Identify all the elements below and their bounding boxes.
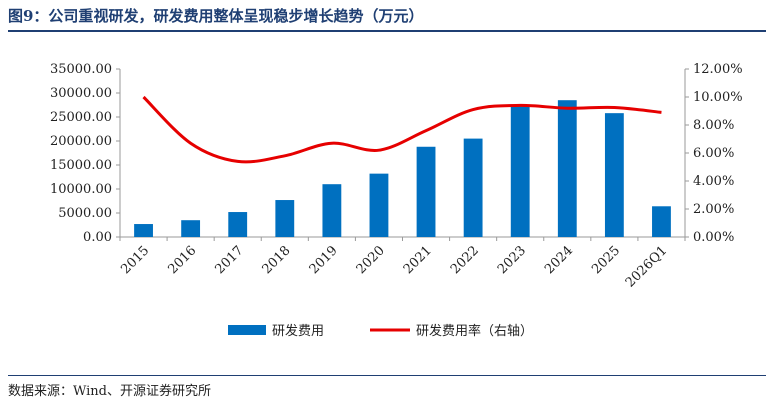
- x-axis-tick-label: 2017: [213, 243, 247, 277]
- left-axis-tick-label: 5000.00: [58, 206, 112, 221]
- x-axis-tick-label: 2024: [542, 243, 576, 277]
- right-axis-tick-label: 0.00%: [693, 230, 734, 245]
- right-axis-tick-label: 4.00%: [693, 174, 734, 189]
- footer-divider: [8, 375, 766, 376]
- bar-research-expense: [416, 146, 436, 237]
- combo-chart: 0.00 5000.00 10000.00 15000.00 20000.00 25000…: [50, 62, 743, 339]
- left-axis-tick-label: 30000.00: [50, 86, 112, 101]
- left-axis-tick-label: 35000.00: [50, 62, 112, 77]
- right-axis-tick-label: 6.00%: [693, 146, 734, 161]
- right-axis-tick-label: 12.00%: [693, 62, 743, 77]
- source-note: 数据来源：Wind、开源证券研究所: [8, 384, 211, 399]
- x-axis-tick-label: 2022: [448, 243, 482, 277]
- bar-research-expense: [463, 138, 483, 237]
- x-axis-tick-label: 2016: [165, 243, 199, 277]
- bar-research-expense: [275, 200, 295, 237]
- left-axis-tick-label: 20000.00: [50, 134, 112, 149]
- line-expense-ratio: [142, 95, 662, 164]
- bar-research-expense: [181, 220, 201, 237]
- x-axis-tick-label: 2020: [354, 243, 388, 277]
- legend-label-line: 研发费用率（右轴）: [416, 323, 533, 339]
- x-axis-tick-label: 2026Q1: [623, 243, 670, 290]
- title-divider: [8, 30, 766, 32]
- bar-research-expense: [322, 184, 342, 237]
- legend-swatch-bar: [228, 325, 266, 335]
- bar-research-expense: [369, 173, 389, 237]
- bar-research-expense: [604, 113, 624, 237]
- right-axis-tick-label: 10.00%: [693, 90, 743, 105]
- left-axis-tick-label: 0.00: [83, 230, 112, 245]
- legend-label-bar: 研发费用: [272, 323, 324, 339]
- bar-research-expense: [134, 224, 153, 237]
- right-axis-tick-label: 2.00%: [693, 202, 734, 217]
- bar-research-expense: [557, 100, 577, 237]
- bar-research-expense: [652, 206, 671, 237]
- bar-research-expense: [228, 212, 248, 237]
- left-axis-tick-label: 10000.00: [50, 182, 112, 197]
- figure-title: 图9：公司重视研发，研发费用整体呈现稳步增长趋势（万元）: [8, 7, 424, 25]
- x-axis-tick-label: 2021: [401, 243, 435, 277]
- x-axis-tick-label: 2019: [307, 243, 341, 277]
- x-axis-tick-label: 2025: [589, 243, 623, 277]
- x-axis-tick-label: 2015: [118, 243, 152, 277]
- bar-research-expense: [510, 105, 530, 237]
- x-axis-tick-label: 2018: [260, 243, 294, 277]
- left-axis-tick-label: 25000.00: [50, 110, 112, 125]
- right-axis-tick-label: 8.00%: [693, 118, 734, 133]
- x-axis-tick-label: 2023: [495, 243, 529, 277]
- left-axis-tick-label: 15000.00: [50, 158, 112, 173]
